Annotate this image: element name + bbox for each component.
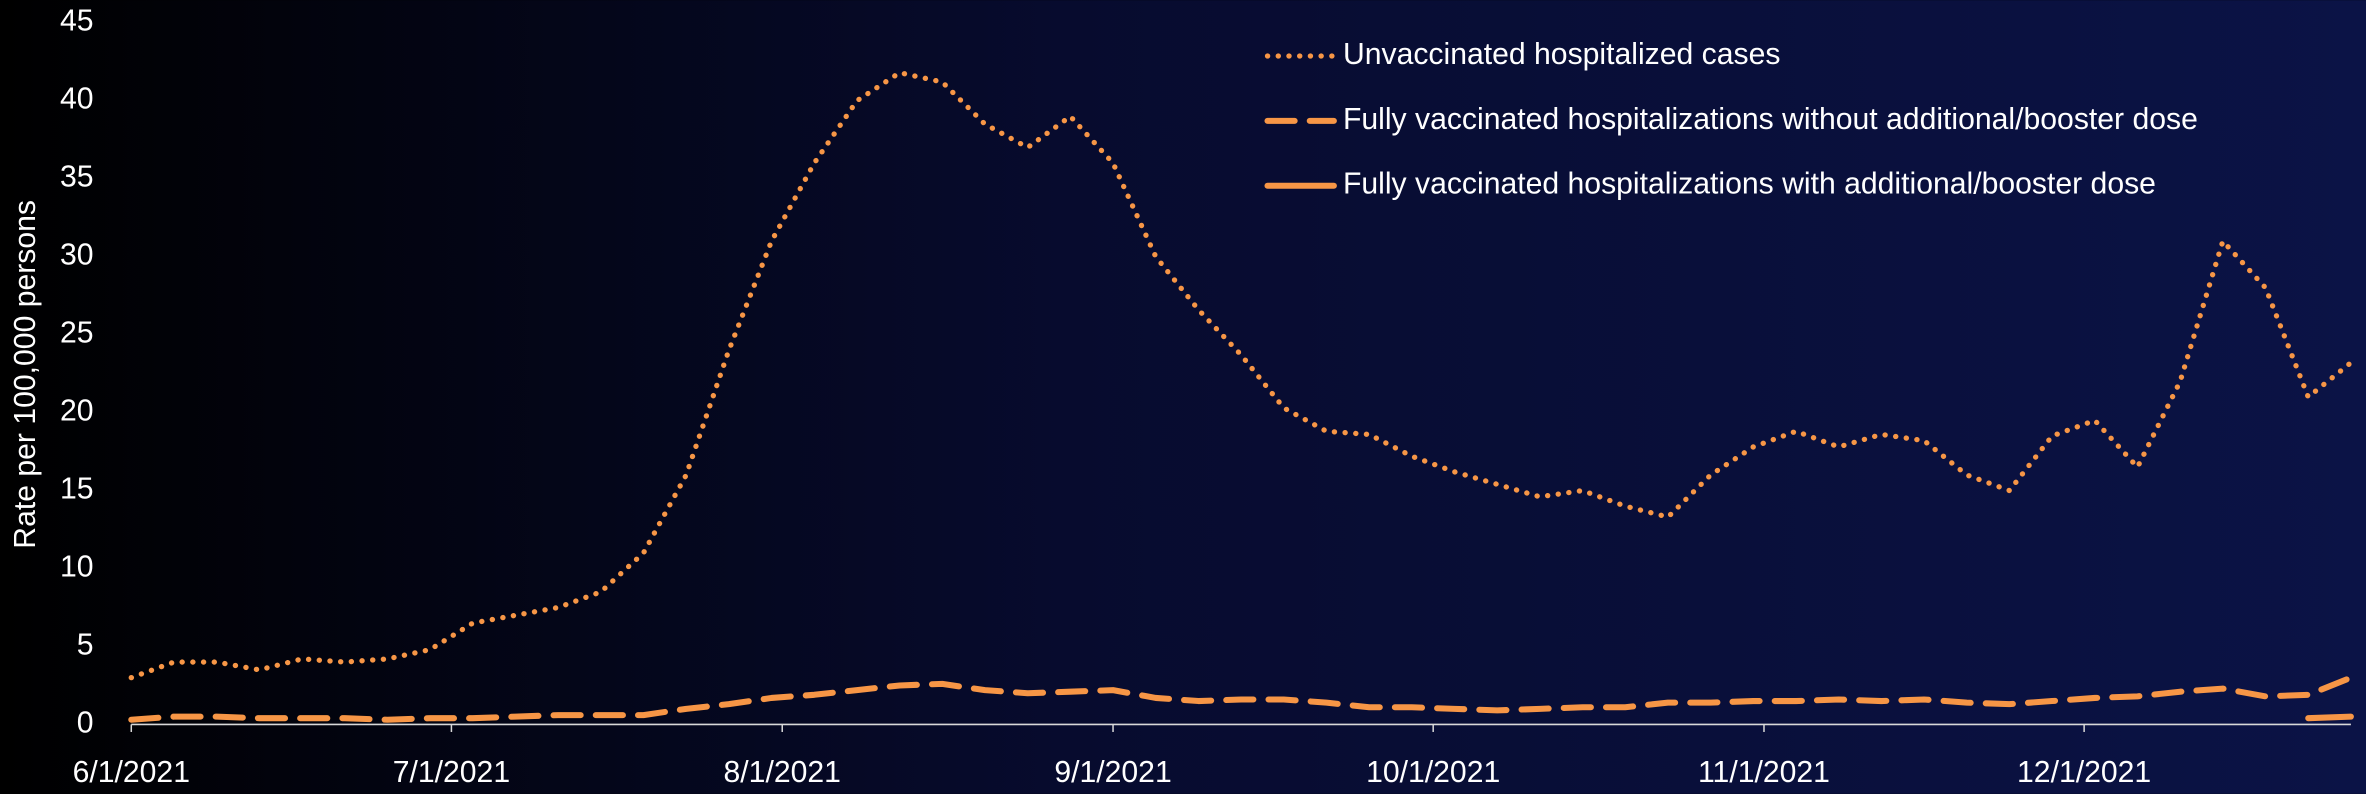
x-tick-label: 9/1/2021 xyxy=(1054,756,1171,789)
y-tick-label: 5 xyxy=(77,628,94,661)
x-tick-label: 10/1/2021 xyxy=(1366,756,1500,789)
x-tick-label: 8/1/2021 xyxy=(724,756,841,789)
series-line xyxy=(128,674,2354,723)
y-tick-label: 30 xyxy=(60,239,94,272)
y-tick-label: 45 xyxy=(60,5,94,38)
y-tick-label: 15 xyxy=(60,473,94,506)
y-tick-label: 40 xyxy=(60,83,94,116)
x-tick-label: 6/1/2021 xyxy=(73,756,190,789)
y-tick-label: 0 xyxy=(77,706,94,739)
legend-label: Unvaccinated hospitalized cases xyxy=(1343,38,1781,71)
y-tick-label: 25 xyxy=(60,317,94,350)
y-tick-label: 10 xyxy=(60,550,94,583)
x-tick-label: 11/1/2021 xyxy=(1698,756,1830,789)
legend-label: Fully vaccinated hospitalizations withou… xyxy=(1343,103,2198,136)
y-tick-label: 35 xyxy=(60,161,94,194)
series-line xyxy=(128,70,2354,681)
y-tick-label: 20 xyxy=(60,395,94,428)
x-tick-label: 12/1/2021 xyxy=(2017,756,2151,789)
x-tick-label: 7/1/2021 xyxy=(393,756,510,789)
series-line xyxy=(2305,713,2354,722)
legend-label: Fully vaccinated hospitalizations with a… xyxy=(1343,168,2156,201)
y-axis-label: Rate per 100,000 persons xyxy=(9,200,42,549)
